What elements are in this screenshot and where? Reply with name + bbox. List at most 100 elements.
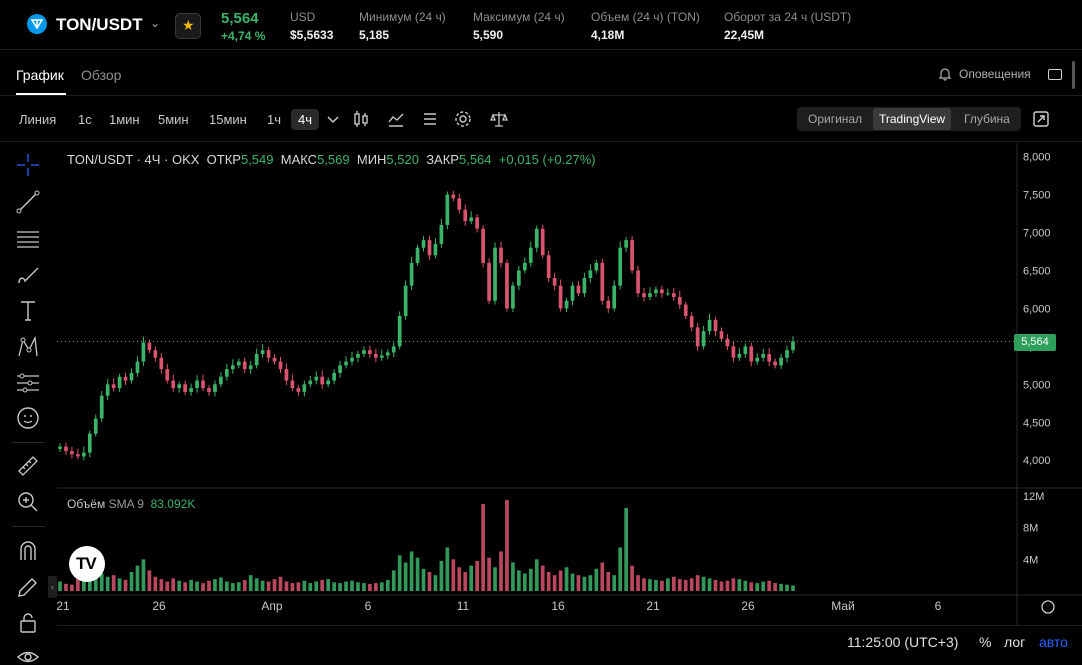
volume-bar xyxy=(725,580,730,591)
volume-bar xyxy=(135,565,140,591)
volume-bar xyxy=(189,579,193,591)
pattern-icon[interactable] xyxy=(16,335,40,359)
tf-4h[interactable]: 4ч xyxy=(291,109,320,130)
candlestick-chart[interactable]: 8,0007,5007,0006,5006,0005,5005,0004,500… xyxy=(57,143,1082,625)
collapse-toolbar-button[interactable]: ‹ xyxy=(48,576,57,598)
tf-line[interactable]: Линия xyxy=(19,112,57,127)
stat-value: 5,185 xyxy=(359,28,390,42)
candle-body xyxy=(117,376,122,389)
chevron-down-icon[interactable] xyxy=(324,110,342,128)
candle-body xyxy=(415,247,420,263)
volume-bar xyxy=(582,576,587,591)
ruler-icon[interactable] xyxy=(16,454,40,478)
pair-name[interactable]: TON/USDT xyxy=(56,15,143,34)
volume-bar xyxy=(141,559,146,591)
trend-line-icon[interactable] xyxy=(16,190,40,214)
candles-icon[interactable] xyxy=(352,110,370,128)
candle-body xyxy=(409,262,414,286)
volume-bar xyxy=(403,562,408,591)
divider xyxy=(12,526,45,527)
view-tradingview[interactable]: TradingView xyxy=(873,108,952,130)
fullscreen-icon[interactable] xyxy=(1032,110,1050,128)
volume-bar xyxy=(695,575,700,591)
candle-body xyxy=(213,384,217,392)
tradingview-logo[interactable]: TV xyxy=(69,546,105,582)
candle-body xyxy=(362,350,366,354)
tf-5m[interactable]: 5мин xyxy=(158,112,189,127)
bell-icon[interactable] xyxy=(938,67,952,81)
candle-body xyxy=(779,357,783,366)
tab-overview[interactable]: Обзор xyxy=(81,67,122,83)
tf-1m[interactable]: 1мин xyxy=(109,112,140,127)
volume-bar xyxy=(183,582,187,591)
drawing-tools xyxy=(0,143,57,665)
utc-clock[interactable]: 11:25:00 (UTC+3) xyxy=(847,634,959,650)
horizontal-lines-icon[interactable] xyxy=(16,226,40,250)
volume-bar xyxy=(701,576,706,591)
volume-bar xyxy=(201,583,205,591)
volume-bar xyxy=(743,580,748,591)
view-original[interactable]: Оригинал xyxy=(808,112,863,126)
favorite-button[interactable]: ★ xyxy=(175,13,201,39)
candle-body xyxy=(87,433,92,453)
tf-15m[interactable]: 15мин xyxy=(209,112,247,127)
volume-bar xyxy=(737,579,742,591)
list-settings-icon[interactable] xyxy=(421,110,439,128)
candle-body xyxy=(522,262,527,271)
volume-bar xyxy=(564,567,569,591)
scales-icon[interactable] xyxy=(490,110,508,128)
tab-chart[interactable]: График xyxy=(16,67,64,83)
volume-bar xyxy=(320,579,325,591)
candle-body xyxy=(111,384,116,389)
prediction-icon[interactable] xyxy=(16,371,40,395)
view-depth[interactable]: Глубина xyxy=(964,112,1010,126)
x-tick-label: 11 xyxy=(457,599,470,613)
zoom-in-icon[interactable] xyxy=(16,490,40,514)
brush-icon[interactable] xyxy=(16,263,40,287)
auto-toggle[interactable]: авто xyxy=(1039,634,1068,650)
volume-bar xyxy=(326,579,331,591)
candle-body xyxy=(344,361,348,366)
volume-bar xyxy=(493,567,497,591)
ohlc-legend: TON/USDT · 4Ч · OKX ОТКР5,549 МАКС5,569 … xyxy=(67,152,596,167)
volume-bar xyxy=(773,583,777,591)
candle-body xyxy=(648,293,652,298)
window-icon[interactable] xyxy=(1048,69,1062,80)
candle-body xyxy=(493,247,497,301)
volume-bar xyxy=(105,576,110,591)
candle-body xyxy=(236,361,241,366)
volume-bar xyxy=(302,580,307,591)
lock-pencil-icon[interactable] xyxy=(16,575,40,599)
magnet-icon[interactable] xyxy=(16,539,40,563)
volume-bar xyxy=(314,581,319,591)
x-tick-label: 21 xyxy=(57,599,70,613)
log-toggle[interactable]: лог xyxy=(1004,634,1026,650)
volume-bar xyxy=(356,582,360,591)
gear-icon[interactable] xyxy=(454,110,472,128)
candle-body xyxy=(129,372,134,381)
scrollbar[interactable] xyxy=(1072,61,1075,89)
tf-1s[interactable]: 1с xyxy=(78,112,92,127)
percent-toggle[interactable]: % xyxy=(979,634,992,650)
crosshair-icon[interactable] xyxy=(16,153,40,177)
volume-bar xyxy=(534,559,539,591)
volume-bar xyxy=(707,578,712,591)
eye-icon[interactable] xyxy=(16,645,40,665)
indicators-icon[interactable] xyxy=(387,110,405,128)
ticker-bar: TON/USDT ⌄ ★ 5,564 +4,74 % USD $5,5633 Ми… xyxy=(0,0,1082,50)
volume-bar xyxy=(391,570,396,591)
tf-1h[interactable]: 1ч xyxy=(267,112,282,127)
candle-body xyxy=(290,380,295,389)
lock-icon[interactable] xyxy=(16,611,40,635)
volume-bar xyxy=(451,559,456,591)
candle-body xyxy=(326,380,331,385)
x-tick-label: 21 xyxy=(646,599,660,613)
candle-body xyxy=(219,376,223,385)
alerts-link[interactable]: Оповещения xyxy=(959,67,1031,81)
text-icon[interactable] xyxy=(16,299,40,323)
emoji-icon[interactable] xyxy=(16,406,40,430)
chevron-down-icon[interactable]: ⌄ xyxy=(150,16,161,30)
price-chart[interactable]: 8,0007,5007,0006,5006,0005,5005,0004,500… xyxy=(57,143,1082,665)
volume-bar xyxy=(612,575,617,591)
candle-body xyxy=(356,353,360,358)
